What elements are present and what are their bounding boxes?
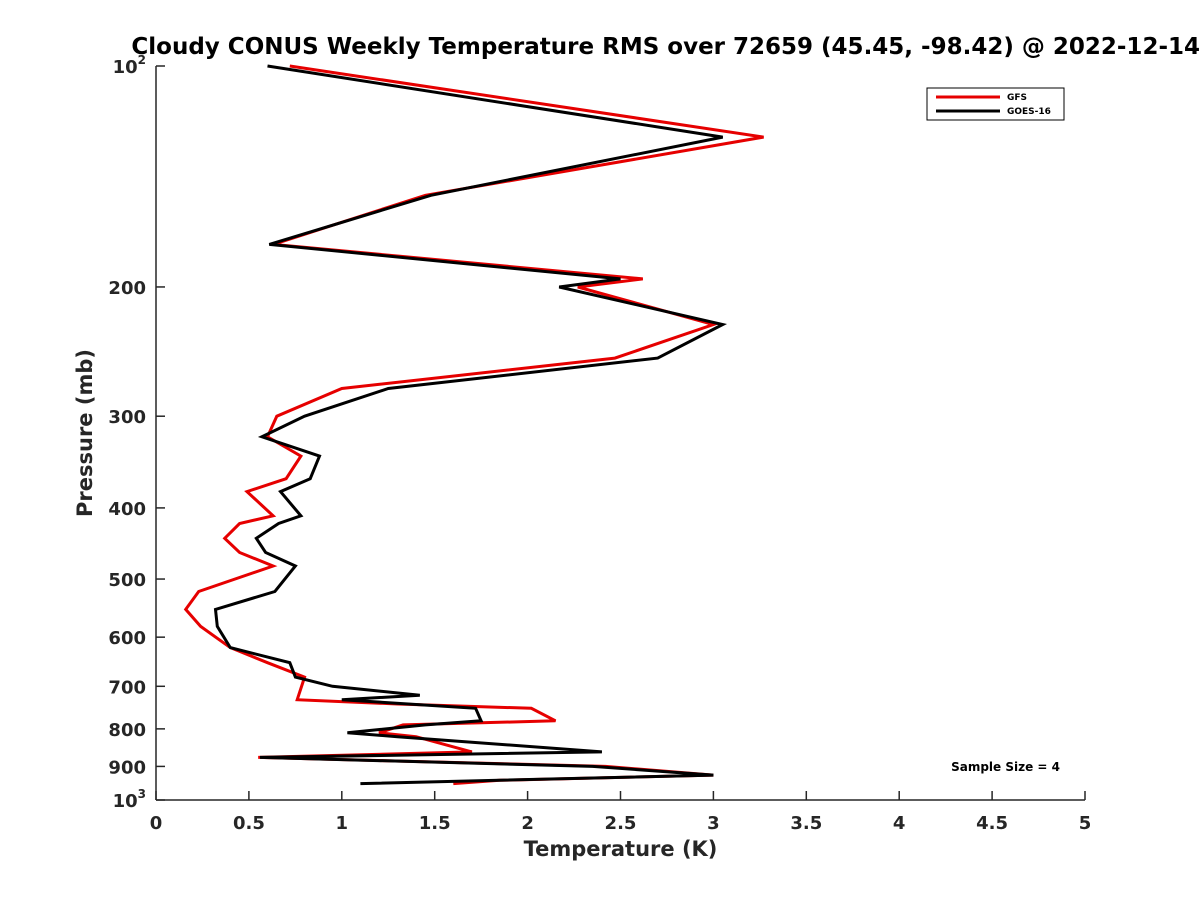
x-tick-label: 3 bbox=[707, 813, 720, 834]
plot-area bbox=[156, 66, 1085, 800]
chart-title: Cloudy CONUS Weekly Temperature RMS over… bbox=[131, 34, 1200, 60]
y-axis-ticks: 102 200 300 400 500 600 700 800 900 103 bbox=[108, 53, 165, 812]
x-tick-label: 2.5 bbox=[605, 813, 637, 834]
legend-label: GFS bbox=[1007, 93, 1027, 103]
x-tick-label: 4 bbox=[893, 813, 906, 834]
y-tick-label: 800 bbox=[108, 720, 146, 741]
series-layer bbox=[183, 64, 764, 786]
x-tick-label: 1.5 bbox=[419, 813, 451, 834]
series-line-goes-16 bbox=[213, 64, 728, 786]
y-tick-label: 102 bbox=[113, 53, 146, 78]
x-tick-label: 0 bbox=[150, 813, 163, 834]
x-axis-label: Temperature (K) bbox=[524, 837, 718, 861]
x-tick-label: 1 bbox=[336, 813, 349, 834]
series-line-gfs bbox=[183, 64, 764, 786]
legend: GFS GOES-16 bbox=[926, 87, 1065, 121]
y-tick-label: 900 bbox=[108, 757, 146, 778]
y-tick-label: 500 bbox=[108, 570, 146, 591]
y-tick-label: 400 bbox=[108, 499, 146, 520]
x-tick-label: 2 bbox=[521, 813, 534, 834]
y-tick-label: 300 bbox=[108, 407, 146, 428]
x-axis-ticks: 0 0.5 1 1.5 2 2.5 3 3.5 4 4.5 5 bbox=[150, 791, 1092, 834]
y-tick-label: 600 bbox=[108, 628, 146, 649]
x-tick-label: 5 bbox=[1079, 813, 1092, 834]
y-tick-label: 200 bbox=[108, 278, 146, 299]
y-axis-label: Pressure (mb) bbox=[73, 349, 97, 517]
x-tick-label: 0.5 bbox=[233, 813, 265, 834]
y-tick-label: 103 bbox=[113, 787, 146, 812]
y-tick-label: 700 bbox=[108, 677, 146, 698]
legend-box bbox=[926, 87, 1065, 121]
legend-label: GOES-16 bbox=[1007, 107, 1051, 117]
x-tick-label: 4.5 bbox=[976, 813, 1008, 834]
x-tick-label: 3.5 bbox=[790, 813, 822, 834]
sample-size-annotation: Sample Size = 4 bbox=[951, 760, 1060, 774]
